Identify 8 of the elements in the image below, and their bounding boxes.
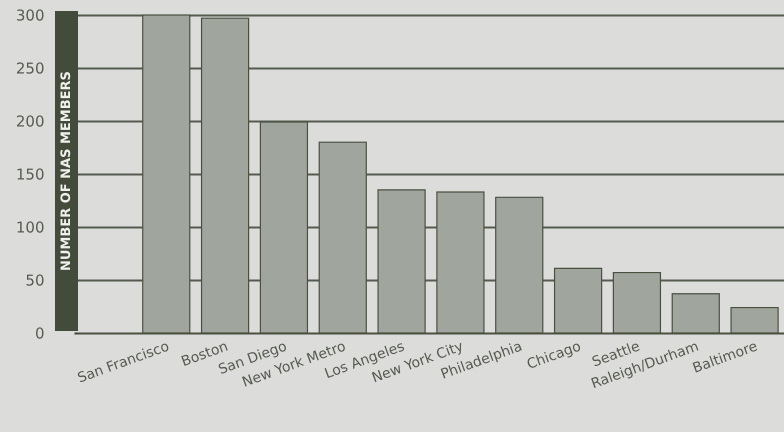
y-tick-label: 300 (16, 6, 44, 24)
y-tick-label: 150 (16, 166, 44, 184)
y-tick-label: 0 (34, 324, 44, 342)
y-tick-label: 250 (16, 60, 44, 78)
y-tick-label: 50 (25, 272, 44, 290)
y-axis-title: NUMBER OF NAS MEMBERS (55, 11, 78, 331)
y-tick-label: 100 (16, 218, 44, 236)
y-tick-label: 200 (16, 112, 44, 130)
